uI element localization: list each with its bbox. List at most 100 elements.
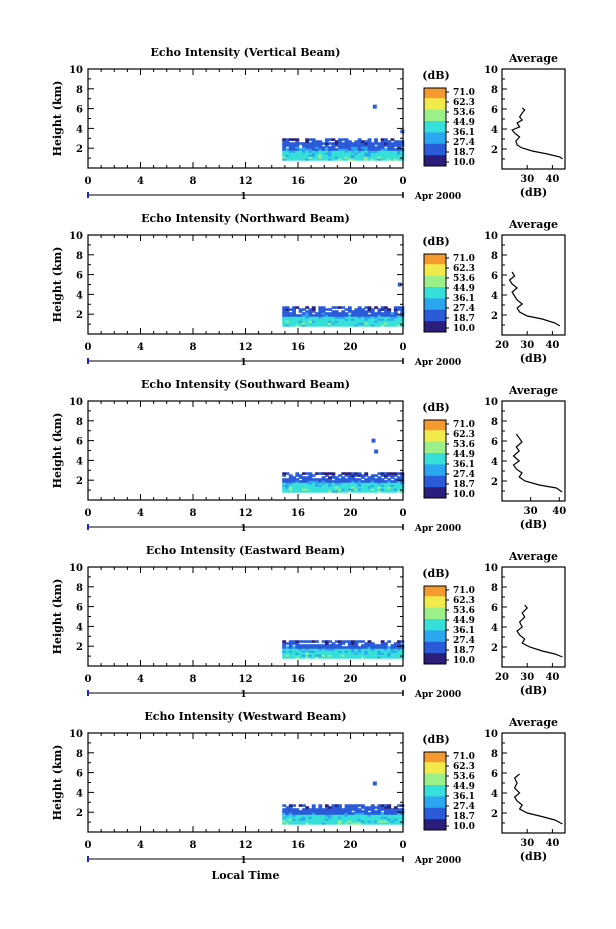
heat-cell <box>282 648 287 651</box>
heat-cell <box>380 316 385 319</box>
heat-cell <box>374 306 379 309</box>
heat-cell <box>344 490 349 493</box>
heat-cell <box>341 812 346 815</box>
heat-cell <box>341 138 346 141</box>
heat-cell <box>331 144 336 147</box>
heat-cell <box>400 308 405 311</box>
heat-cell <box>288 322 293 325</box>
heat-cell <box>305 644 310 647</box>
colorbar-segment <box>424 429 446 432</box>
heat-cell <box>397 482 401 485</box>
profile-y-tick-label: 6 <box>491 105 498 116</box>
heat-cell <box>318 308 323 311</box>
heat-cell <box>318 648 323 651</box>
heat-cell <box>344 810 349 813</box>
heat-cell <box>311 648 316 651</box>
heat-cell <box>295 306 300 309</box>
heat-cell <box>393 648 398 651</box>
heat-cell <box>387 146 392 149</box>
heat-cell <box>400 158 405 161</box>
heat-cell <box>295 150 300 153</box>
heat-cell <box>292 640 296 643</box>
heat-cell <box>390 808 395 811</box>
heat-cell <box>308 652 313 655</box>
day-label: 1 <box>240 358 246 368</box>
heat-cell <box>282 656 287 659</box>
heat-cell <box>397 648 401 651</box>
heat-cell <box>338 648 342 651</box>
heat-cell <box>305 646 310 649</box>
heat-cell <box>321 644 326 647</box>
heat-cell <box>292 318 296 321</box>
y-axis-label: Height (km) <box>51 745 64 821</box>
heat-cell <box>347 816 352 819</box>
colorbar-segment <box>424 629 446 632</box>
heat-cell <box>285 158 290 161</box>
heat-cell <box>380 144 385 147</box>
heat-cell <box>347 646 352 649</box>
heat-cell <box>380 140 385 143</box>
heat-cell <box>354 142 359 145</box>
heat-cell <box>367 138 372 141</box>
heat-cell <box>321 812 326 815</box>
heat-cell <box>301 816 306 819</box>
colorbar-tick-label: 71.0 <box>453 420 475 430</box>
heat-cell <box>315 144 319 147</box>
heat-cell <box>383 308 388 311</box>
heat-cell <box>301 812 306 815</box>
heat-cell <box>334 490 339 493</box>
heat-cell <box>334 818 339 821</box>
heat-cell <box>328 484 333 487</box>
y-tick-label: 8 <box>76 251 83 262</box>
heat-cell <box>318 140 323 143</box>
heat-cell <box>364 150 369 153</box>
colorbar-tick-label: 71.0 <box>453 586 475 596</box>
profile-frame <box>501 566 566 668</box>
colorbar-tick-label: 53.6 <box>453 440 475 450</box>
heat-cell <box>370 818 375 821</box>
heat-cell <box>344 816 349 819</box>
colorbar-segment <box>424 262 446 265</box>
colorbar-segment <box>424 649 446 652</box>
heat-cell <box>370 154 375 157</box>
heat-cell <box>380 812 385 815</box>
heat-cell <box>390 812 395 815</box>
heat-cell <box>338 150 342 153</box>
heat-cell <box>288 312 293 315</box>
heat-cell <box>344 808 349 811</box>
heat-cell <box>374 486 379 489</box>
heat-cell <box>288 652 293 655</box>
heat-cell <box>305 148 310 151</box>
heat-cell <box>364 154 369 157</box>
heat-cell <box>292 158 296 161</box>
heat-cell <box>374 650 379 653</box>
heat-cell <box>374 316 379 319</box>
colorbar-segment <box>424 426 446 429</box>
heat-cell <box>334 152 339 155</box>
heat-cell <box>367 318 372 321</box>
heat-cell <box>377 806 382 809</box>
heat-cell <box>370 312 375 315</box>
heat-cell <box>334 140 339 143</box>
colorbar-tick-label: 62.3 <box>453 596 475 606</box>
heat-cell <box>321 648 326 651</box>
heat-cell <box>324 818 329 821</box>
colorbar-segment <box>424 804 446 807</box>
heat-cell <box>377 480 382 483</box>
heat-cell <box>341 156 346 159</box>
heat-cell <box>295 486 300 489</box>
colorbar-tick-label: 27.4 <box>453 636 475 646</box>
heat-cell <box>361 476 365 479</box>
heat-cell <box>328 818 333 821</box>
heat-cell <box>380 654 385 657</box>
heat-cell <box>364 310 369 313</box>
heat-cell <box>311 158 316 161</box>
heat-cell <box>315 814 319 817</box>
heat-cell <box>282 486 287 489</box>
heat-cell <box>321 476 326 479</box>
heat-cell <box>351 640 356 643</box>
heat-cell <box>387 656 392 659</box>
heat-cell <box>308 820 313 823</box>
profile-y-tick-label: 8 <box>491 749 498 760</box>
colorbar-segment <box>424 322 446 325</box>
